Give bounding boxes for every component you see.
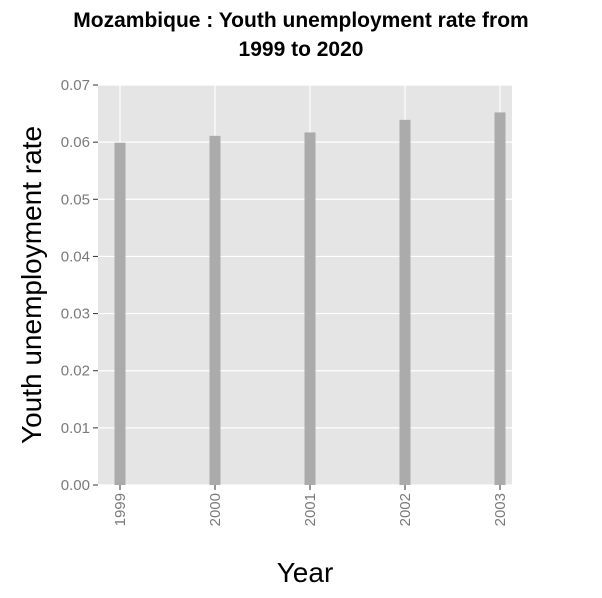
x-axis-title: Year <box>277 557 334 588</box>
y-tick-label: 0.05 <box>61 191 90 208</box>
bar-2000 <box>209 135 221 485</box>
bar-2003 <box>494 112 506 485</box>
bar-1999 <box>114 142 126 485</box>
y-tick-label: 0.07 <box>61 77 90 94</box>
y-tick-label: 0.02 <box>61 363 90 380</box>
x-tick-label: 2001 <box>302 493 319 526</box>
x-tick-label: 2003 <box>492 493 509 526</box>
chart-title: Mozambique : Youth unemployment rate fro… <box>0 6 602 64</box>
y-axis-title: Youth unemployment rate <box>16 126 47 444</box>
bar-2001 <box>304 132 316 485</box>
y-axis: 0.00 0.01 0.02 0.03 0.04 0.05 0.06 0.07 <box>61 77 98 494</box>
chart-title-line-2: 1999 to 2020 <box>238 38 364 61</box>
x-tick-label: 2000 <box>207 493 224 526</box>
x-tick-label: 2002 <box>397 493 414 526</box>
bar-2002 <box>399 119 411 485</box>
y-tick-label: 0.03 <box>61 306 90 323</box>
x-tick-label: 1999 <box>112 493 129 526</box>
bars <box>114 112 506 485</box>
x-axis: 1999 2000 2001 2002 2003 <box>112 485 509 526</box>
chart-title-line-1: Mozambique : Youth unemployment rate fro… <box>73 9 529 32</box>
y-tick-label: 0.00 <box>61 477 90 494</box>
y-tick-label: 0.01 <box>61 420 90 437</box>
y-tick-label: 0.04 <box>61 248 90 265</box>
y-tick-label: 0.06 <box>61 134 90 151</box>
